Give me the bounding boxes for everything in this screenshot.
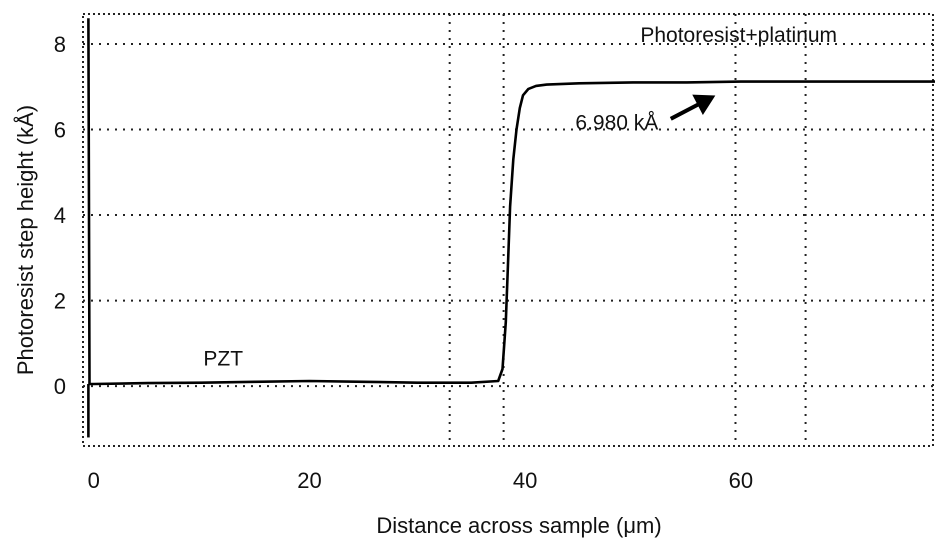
trace-layer bbox=[87, 18, 935, 438]
x-tick-label: 40 bbox=[513, 468, 537, 493]
y-axis-title: Photoresist step height (kÅ) bbox=[13, 105, 38, 375]
y-tick-label: 2 bbox=[54, 289, 66, 314]
y-tick-label: 8 bbox=[54, 32, 66, 57]
x-tick-label: 20 bbox=[297, 468, 321, 493]
y-tick-label: 6 bbox=[54, 117, 66, 142]
x-axis-title: Distance across sample (μm) bbox=[376, 513, 661, 538]
annotation-photoresist-platinum: Photoresist+platinum bbox=[640, 24, 837, 47]
x-tick-label: 60 bbox=[729, 468, 753, 493]
annotation-pzt: PZT bbox=[203, 348, 243, 371]
x-tick-label: 0 bbox=[88, 468, 100, 493]
annotation-step-height-value: 6.980 kÅ bbox=[575, 111, 658, 134]
tick-label-layer: 0 20 40 60 0 2 4 6 8 bbox=[54, 32, 753, 493]
annotation-arrow-icon bbox=[669, 94, 716, 121]
plot-frame bbox=[82, 13, 934, 447]
data-series-line bbox=[87, 18, 935, 386]
y-tick-label: 4 bbox=[54, 203, 66, 228]
y-tick-label: 0 bbox=[54, 374, 66, 399]
